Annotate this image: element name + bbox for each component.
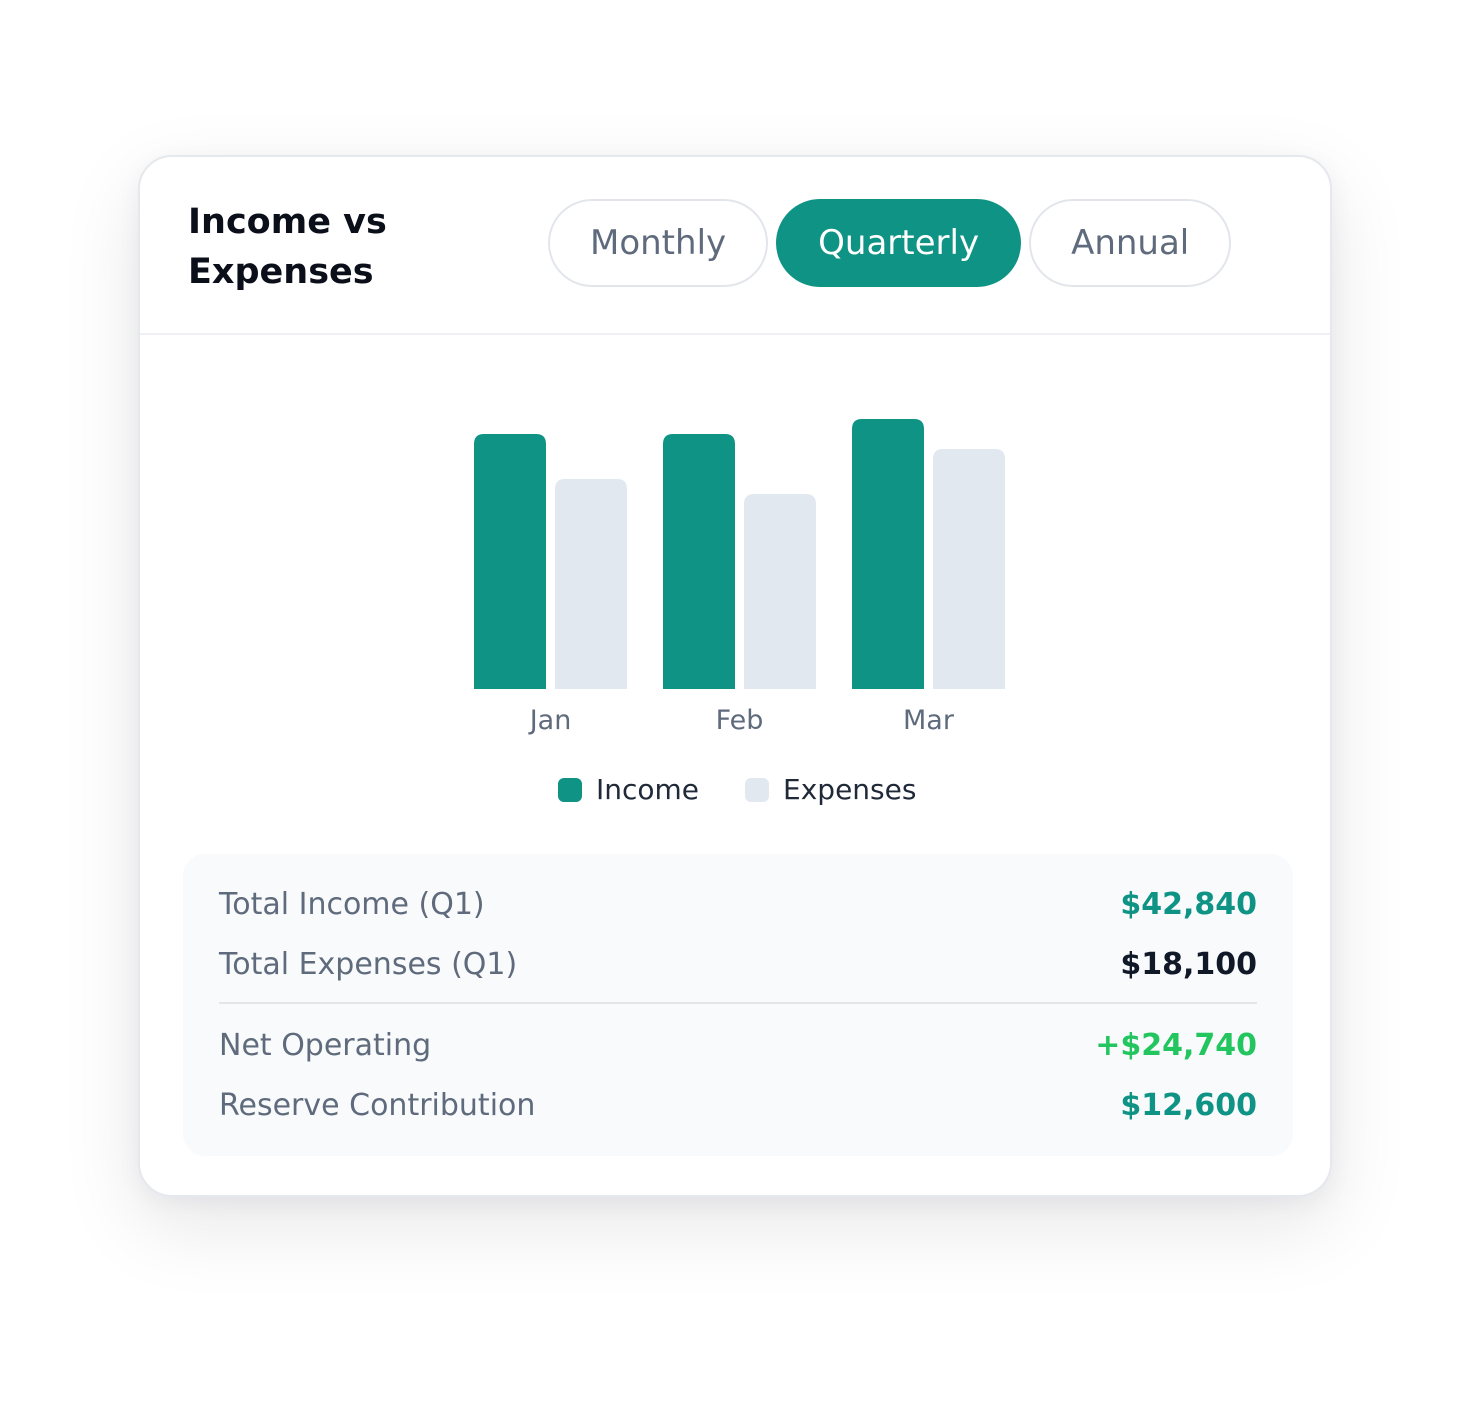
- bar-income-mar: [852, 419, 924, 689]
- total-income-label: Total Income (Q1): [219, 886, 485, 922]
- chart-legend: Income Expenses: [558, 773, 916, 806]
- tab-monthly[interactable]: Monthly: [548, 199, 769, 287]
- period-tabs: Monthly Quarterly Annual: [548, 199, 1232, 287]
- x-tick-label-feb: Feb: [716, 705, 764, 736]
- legend-swatch-income: [558, 777, 582, 802]
- tab-quarterly[interactable]: Quarterly: [776, 199, 1022, 287]
- legend-item-income: Income: [558, 773, 699, 806]
- legend-item-expenses: Expenses: [745, 773, 916, 806]
- net-operating-label: Net Operating: [219, 1027, 432, 1063]
- bar-chart-svg: Jan Feb Mar: [474, 419, 1005, 736]
- tab-annual[interactable]: Annual: [1029, 199, 1232, 287]
- reserve-label: Reserve Contribution: [219, 1087, 536, 1123]
- x-tick-label-jan: Jan: [528, 705, 572, 736]
- x-tick-label-mar: Mar: [903, 705, 955, 736]
- net-operating-value: +$24,740: [1095, 1027, 1257, 1063]
- legend-label-income: Income: [596, 773, 700, 806]
- summary-divider: [219, 1002, 1257, 1004]
- total-income-value: $42,840: [1120, 886, 1257, 922]
- legend-label-expenses: Expenses: [783, 773, 917, 806]
- bar-chart: Jan Feb Mar: [430, 407, 1070, 737]
- summary-row-total-income: Total Income (Q1) $42,840: [219, 882, 1257, 926]
- reserve-value: $12,600: [1120, 1087, 1257, 1123]
- summary-row-net-operating: Net Operating +$24,740: [219, 1023, 1257, 1067]
- bar-expenses-mar: [933, 449, 1005, 689]
- total-expenses-value: $18,100: [1120, 946, 1257, 982]
- summary-row-reserve: Reserve Contribution $12,600: [219, 1083, 1257, 1127]
- total-expenses-label: Total Expenses (Q1): [219, 946, 518, 982]
- bar-income-feb: [663, 434, 735, 689]
- legend-swatch-expenses: [745, 777, 770, 802]
- card-header: Income vs Expenses Monthly Quarterly Ann…: [140, 157, 1330, 335]
- card-title: Income vs Expenses: [188, 202, 387, 292]
- income-expenses-card: Income vs Expenses Monthly Quarterly Ann…: [138, 155, 1332, 1197]
- bar-expenses-jan: [555, 479, 627, 689]
- bar-expenses-feb: [744, 494, 816, 689]
- bar-income-jan: [474, 434, 546, 689]
- summary-panel: Total Income (Q1) $42,840 Total Expenses…: [183, 854, 1293, 1156]
- summary-row-total-expenses: Total Expenses (Q1) $18,100: [219, 942, 1257, 986]
